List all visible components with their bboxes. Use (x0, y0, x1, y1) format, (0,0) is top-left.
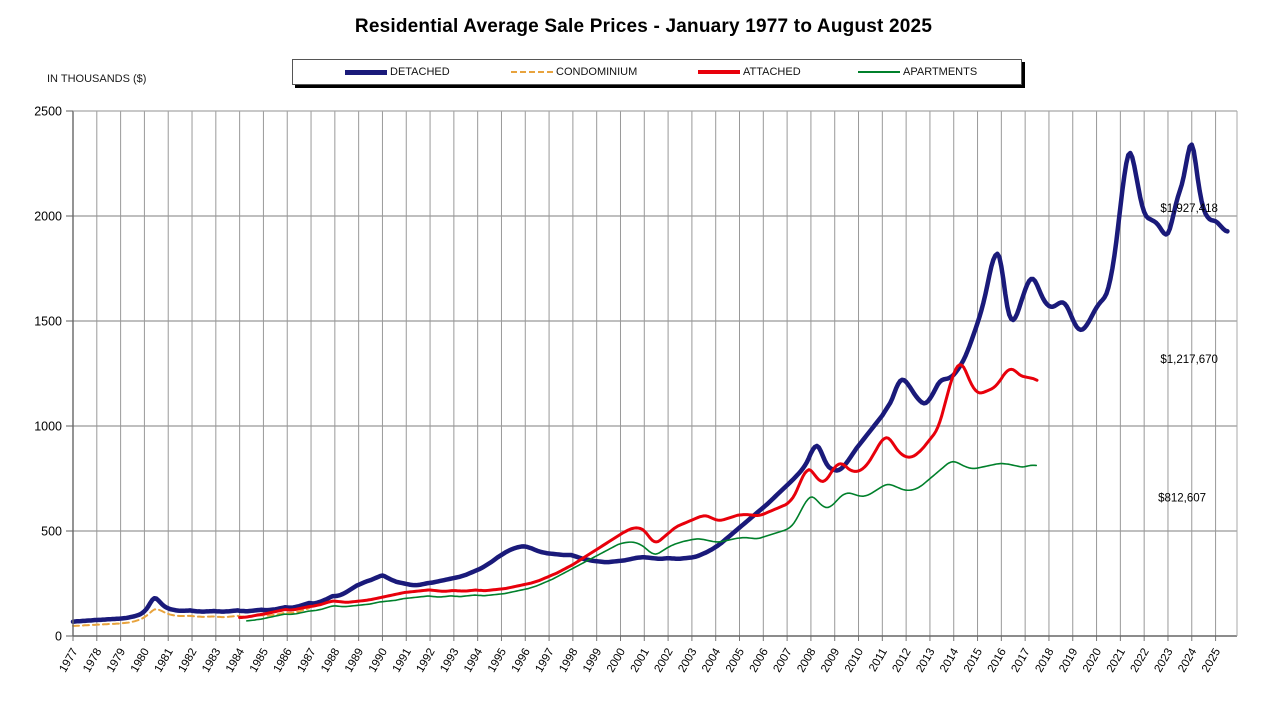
legend-item-condominium[interactable]: CONDOMINIUM (511, 65, 638, 78)
y-tick-label: 1000 (34, 420, 62, 434)
legend-item-detached[interactable]: DETACHED (345, 65, 450, 78)
y-tick-label: 0 (55, 630, 62, 644)
x-tick-label: 1987 (295, 647, 318, 675)
x-tick-label: 1992 (415, 647, 438, 675)
x-tick-label: 1981 (153, 647, 176, 675)
x-tick-label: 2012 (891, 647, 914, 675)
x-tick-label: 1990 (367, 647, 390, 675)
line-swatch-icon (858, 71, 900, 73)
x-tick-label: 2021 (1105, 647, 1128, 675)
x-tick-label: 2024 (1176, 646, 1199, 675)
x-tick-label: 2022 (1129, 647, 1152, 675)
y-axis-ticks: 0 500 1000 1500 2000 2500 (34, 105, 73, 644)
y-tick-label: 2500 (34, 105, 62, 119)
legend-item-label: DETACHED (390, 65, 450, 78)
x-tick-label: 2013 (914, 647, 937, 675)
legend-item-apartments[interactable]: APARTMENTS (858, 65, 978, 78)
legend-item-label: ATTACHED (743, 65, 801, 78)
x-tick-label: 1985 (248, 647, 271, 675)
series-line-detached (70, 142, 1230, 624)
x-tick-label: 2016 (986, 647, 1009, 675)
legend-item-label: CONDOMINIUM (556, 65, 638, 78)
y-tick-label: 2000 (34, 210, 62, 224)
x-tick-label: 1979 (105, 647, 128, 675)
x-tick-label: 2011 (867, 647, 890, 674)
plot-frame (72, 110, 1238, 637)
x-tick-label: 2008 (795, 647, 818, 675)
series-line-apartments (245, 460, 1038, 622)
x-tick-label: 2014 (938, 646, 961, 675)
detached-end-value: $1,927,418 (1160, 203, 1218, 215)
x-tick-label: 1983 (200, 647, 223, 675)
x-tick-label: 2020 (1081, 647, 1104, 675)
chart-legend: DETACHED CONDOMINIUM ATTACHED APARTMENTS (292, 59, 1022, 85)
x-tick-label: 1986 (272, 647, 295, 675)
x-tick-label: 1997 (534, 647, 557, 675)
x-tick-label: 2000 (605, 647, 628, 675)
x-tick-label: 1984 (224, 646, 247, 675)
x-tick-label: 2009 (819, 647, 842, 675)
apartments-end-value: $812,607 (1158, 493, 1206, 505)
x-tick-label: 1978 (81, 647, 104, 675)
x-tick-label: 1993 (438, 647, 461, 675)
series-line-attached (238, 363, 1039, 620)
x-tick-label: 2001 (629, 647, 652, 675)
series-line-condominium (72, 607, 311, 627)
x-tick-label: 2018 (1033, 647, 1056, 675)
x-tick-label: 2006 (748, 647, 771, 675)
x-tick-label: 2004 (700, 646, 723, 675)
legend-item-attached[interactable]: ATTACHED (698, 65, 801, 78)
x-tick-label: 2003 (676, 647, 699, 675)
x-tick-label: 1988 (319, 647, 342, 675)
y-tick-label: 500 (41, 525, 62, 539)
x-tick-label: 1996 (510, 647, 533, 675)
y-tick-label: 1500 (34, 315, 62, 329)
page-title: Residential Average Sale Prices - Januar… (354, 16, 933, 37)
line-swatch-icon (698, 70, 740, 74)
x-tick-label: 2010 (843, 647, 866, 675)
x-tick-label: 2007 (772, 647, 795, 675)
x-tick-label: 1995 (486, 647, 509, 675)
x-tick-label: 1977 (57, 647, 80, 675)
x-tick-label: 2019 (1057, 647, 1080, 675)
x-tick-label: 1980 (129, 647, 152, 675)
x-tick-label: 1982 (176, 647, 199, 675)
dashed-line-swatch-icon (511, 70, 553, 73)
x-tick-label: 2005 (724, 647, 747, 675)
x-tick-label: 2002 (653, 647, 676, 675)
x-tick-label: 2023 (1152, 647, 1175, 675)
x-tick-label: 2017 (1010, 647, 1033, 675)
line-swatch-icon (345, 69, 387, 75)
legend-item-label: APARTMENTS (903, 65, 978, 78)
x-tick-label: 2025 (1200, 647, 1223, 675)
y-axis-unit-label: IN THOUSANDS ($) (47, 73, 147, 85)
x-axis-ticks: 1977 1978 1979 1980 1981 1982 1983 1984 1985 1986… (57, 636, 1223, 675)
x-tick-label: 1989 (343, 647, 366, 675)
value-annotations: $1,927,418 $1,217,670 $812,607 (1158, 203, 1218, 505)
attached-end-value: $1,217,670 (1160, 354, 1218, 366)
x-tick-label: 1991 (391, 647, 414, 675)
x-tick-label: 1994 (462, 646, 485, 675)
x-tick-label: 1998 (557, 647, 580, 675)
x-tick-label: 1999 (581, 647, 604, 675)
x-tick-label: 2015 (962, 647, 985, 675)
data-series-layer (70, 142, 1230, 627)
